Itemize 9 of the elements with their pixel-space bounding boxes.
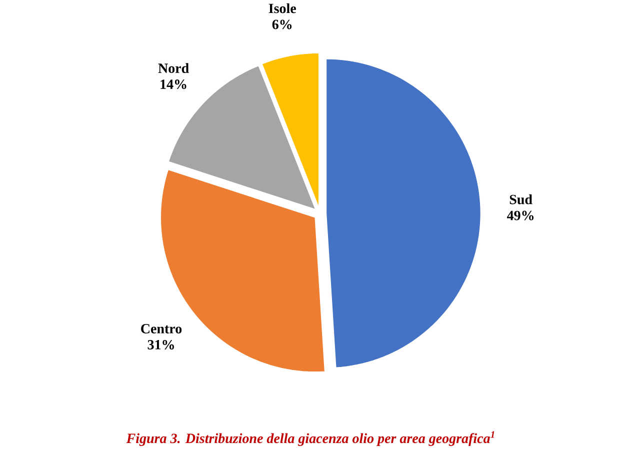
slice-label: Sud bbox=[510, 194, 532, 204]
slice-label: Centro bbox=[141, 324, 182, 334]
data-label: 14% bbox=[160, 80, 186, 90]
slice-label: Nord bbox=[158, 63, 189, 74]
slice-label: Isole bbox=[268, 4, 296, 14]
text: Figura 3. Distribuzione della giacenza olio per area geografica$^{1}$ bbox=[126, 431, 494, 446]
data-label: 31% bbox=[148, 340, 174, 350]
data-label: 6% bbox=[272, 20, 292, 30]
data-label: 49% bbox=[507, 210, 534, 220]
